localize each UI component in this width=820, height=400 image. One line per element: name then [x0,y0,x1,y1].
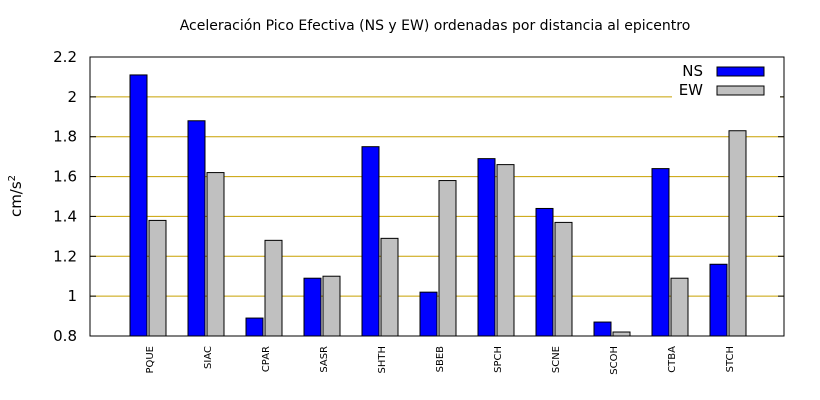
y-tick-label: 1 [67,287,77,305]
y-tick-label: 0.8 [53,327,77,345]
legend-label-ew: EW [679,81,703,99]
x-tick-label: SASR [319,346,330,373]
x-tick-label: SIAC [203,346,214,369]
y-tick-label: 1.4 [53,207,77,225]
x-tick-label: STCH [725,346,736,372]
legend-label-ns: NS [682,62,703,80]
axis-ticks: 0.8 1 1.2 1.4 1.6 1.8 2 2.2 PQUE SIAC CPAR SASR SHTH… [53,48,784,375]
bar-ew-scne [554,221,573,337]
y-axis-label: cm/s2 [7,175,25,217]
bar-ew-cpar [264,239,283,337]
x-tick-label: SPCH [493,346,504,373]
bar-ew-shth [380,237,399,337]
bar-ew-sbeb [438,180,457,337]
y-axis-label-exponent: 2 [7,175,18,181]
bar-ns-stch [709,263,728,337]
x-tick-label: SCNE [551,346,562,373]
bar-ns-scoh [593,321,612,337]
y-axis-label-unit: cm/s [7,181,25,217]
bar-ew-scoh [612,331,631,337]
y-tick-label: 1.8 [53,128,77,146]
bars [129,74,747,337]
bar-ns-pque [129,74,148,337]
x-tick-label: CTBA [667,346,678,373]
bar-ns-shth [361,146,380,337]
y-tick-label: 2 [67,88,77,106]
bar-ns-spch [477,158,496,337]
plot-frame [89,56,785,337]
x-tick-label: SCOH [609,346,620,375]
bar-ns-ctba [651,168,670,337]
bar-ns-sbeb [419,291,438,337]
bar-ew-stch [728,130,747,337]
bar-ew-spch [496,164,515,337]
bar-ew-sasr [322,275,341,337]
bar-ew-siac [206,172,225,337]
bar-ns-siac [187,120,206,337]
x-tick-label: CPAR [261,346,272,372]
y-tick-label: 1.2 [53,247,77,265]
y-tick-label: 2.2 [53,48,77,66]
x-tick-label: PQUE [145,346,156,374]
chart-title: Aceleración Pico Efectiva (NS y EW) orde… [180,18,691,34]
legend-swatch-ns [716,66,765,77]
bar-ns-scne [535,207,554,337]
bar-ew-pque [148,219,167,337]
bar-ew-ctba [670,277,689,337]
bar-ns-cpar [245,317,264,337]
legend: NS EW [672,62,780,100]
x-tick-label: SBEB [435,346,446,373]
y-tick-label: 1.6 [53,168,77,186]
legend-swatch-ew [716,85,765,96]
bar-ns-sasr [303,277,322,337]
x-tick-label: SHTH [377,346,388,374]
